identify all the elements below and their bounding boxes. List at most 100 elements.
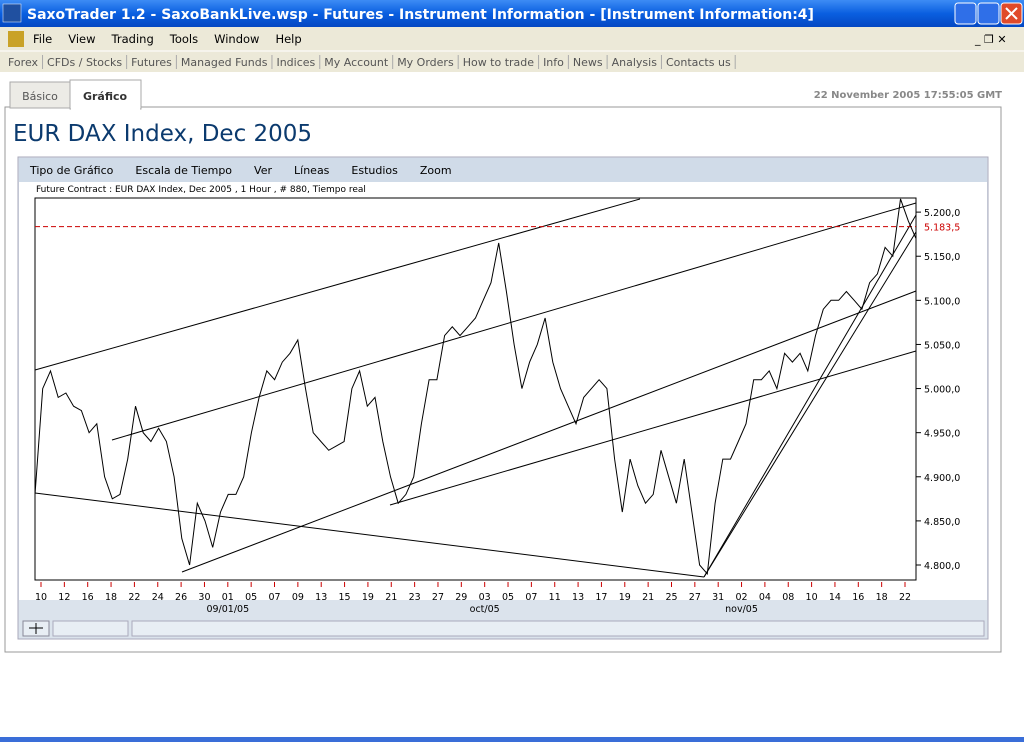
x-tick-label: 18	[876, 592, 888, 603]
toolbar-item[interactable]: Contacts us	[666, 56, 731, 69]
menu-item[interactable]: View	[68, 32, 95, 46]
toolbar-item[interactable]: Indices	[276, 56, 315, 69]
x-tick-label: 19	[362, 592, 374, 603]
x-tick-label: 30	[198, 592, 210, 603]
tab-active[interactable]	[69, 79, 142, 110]
x-tick-label: 31	[712, 592, 724, 603]
toolbar	[0, 51, 1024, 72]
toolbar-item[interactable]: How to trade	[463, 56, 535, 69]
x-tick-label: 07	[525, 592, 537, 603]
close-x	[1005, 7, 1018, 20]
heading: EUR DAX Index, Dec 2005	[13, 121, 312, 147]
y-tick-label: 5.150,0	[924, 252, 960, 263]
x-tick-label: 12	[58, 592, 70, 603]
toolbar-item[interactable]: Analysis	[612, 56, 658, 69]
price-line	[34, 198, 917, 575]
x-tick-label: 29	[455, 592, 467, 603]
y-tick-label: 4.800,0	[924, 561, 960, 572]
x-tick-label: 13	[315, 592, 327, 603]
status-field	[52, 620, 129, 637]
x-tick-label: 09	[292, 592, 304, 603]
x-tick-label: 10	[806, 592, 818, 603]
y-tick-label: 5.000,0	[924, 385, 960, 396]
y-tick-label: 5.200,0	[924, 208, 960, 219]
month-label: nov/05	[725, 604, 758, 615]
doc-icon	[8, 31, 24, 47]
x-tick-label: 03	[479, 592, 491, 603]
x-tick-label: 05	[502, 592, 514, 603]
x-tick-label: 15	[339, 592, 351, 603]
toolbar-item[interactable]: News	[573, 56, 603, 69]
x-tick-label: 02	[735, 592, 747, 603]
toolbar-item[interactable]: Managed Funds	[181, 56, 268, 69]
chart-menu-item[interactable]: Zoom	[420, 164, 452, 177]
x-tick-label: 25	[665, 592, 677, 603]
toolbar-item[interactable]: Info	[543, 56, 564, 69]
menu-item[interactable]: Tools	[169, 32, 198, 46]
x-tick-label: 11	[549, 592, 561, 603]
y-tick-label: 5.100,0	[924, 296, 960, 307]
x-tick-label: 13	[572, 592, 584, 603]
x-tick-label: 19	[619, 592, 631, 603]
menu-item[interactable]: Trading	[111, 32, 154, 46]
month-label: oct/05	[470, 604, 500, 615]
x-tick-label: 16	[852, 592, 864, 603]
x-tick-label: 27	[432, 592, 444, 603]
plot	[34, 197, 917, 581]
chart-menu-item[interactable]: Ver	[254, 164, 272, 177]
toolbar-item[interactable]: Futures	[131, 56, 172, 69]
x-tick-label: 04	[759, 592, 771, 603]
y-tick-label: 4.900,0	[924, 473, 960, 484]
chart-subtitle: Future Contract : EUR DAX Index, Dec 200…	[36, 185, 366, 195]
chart-menu-bar	[19, 158, 987, 182]
chart-menu-item[interactable]: Estudios	[351, 164, 398, 177]
timestamp: 22 November 2005 17:55:05 GMT	[814, 90, 1002, 101]
x-tick-label: 22	[899, 592, 911, 603]
x-tick-label: 27	[689, 592, 701, 603]
y-tick-label: 4.850,0	[924, 517, 960, 528]
trend-lines	[34, 198, 917, 578]
x-tick-label: 21	[385, 592, 397, 603]
toolbar-item[interactable]: My Orders	[397, 56, 454, 69]
toolbar-item[interactable]: Forex	[8, 56, 39, 69]
toolbar-item[interactable]: My Account	[324, 56, 389, 69]
x-tick-label: 08	[782, 592, 794, 603]
menu-bar	[0, 27, 1024, 51]
y-tick-label: 4.950,0	[924, 429, 960, 440]
x-tick-label: 17	[595, 592, 607, 603]
minimize[interactable]	[954, 2, 977, 25]
mdi-buttons[interactable]: _ ❐ ✕	[974, 33, 1007, 46]
tab-label: Básico	[22, 90, 58, 103]
maximize[interactable]	[977, 2, 1000, 25]
chart-menu-item[interactable]: Líneas	[294, 164, 330, 177]
status-field	[131, 620, 985, 637]
title-bar	[0, 0, 1024, 27]
taskbar-edge	[0, 737, 1024, 742]
x-tick-label: 16	[82, 592, 94, 603]
window-title: SaxoTrader 1.2 - SaxoBankLive.wsp - Futu…	[27, 7, 814, 23]
x-tick-label: 01	[222, 592, 234, 603]
x-tick-label: 10	[35, 592, 47, 603]
chart-menu-item[interactable]: Tipo de Gráfico	[29, 164, 114, 177]
chart-menu-item[interactable]: Escala de Tiempo	[135, 164, 232, 177]
x-tick-label: 21	[642, 592, 654, 603]
x-tick-label: 22	[128, 592, 140, 603]
x-tick-label: 26	[175, 592, 187, 603]
app-icon	[2, 3, 22, 23]
month-label: 09/01/05	[206, 604, 249, 615]
x-tick-label: 23	[409, 592, 421, 603]
x-tick-label: 14	[829, 592, 841, 603]
x-tick-label: 07	[268, 592, 280, 603]
x-tick-label: 24	[152, 592, 164, 603]
tab-label: Gráfico	[83, 90, 128, 103]
x-tick-label: 18	[105, 592, 117, 603]
menu-item[interactable]: Window	[214, 32, 259, 46]
menu-item[interactable]: Help	[275, 32, 301, 46]
menu-item[interactable]: File	[33, 32, 52, 46]
toolbar-item[interactable]: CFDs / Stocks	[47, 56, 122, 69]
reference-label: 5.183,5	[924, 223, 960, 234]
x-tick-label: 05	[245, 592, 257, 603]
y-tick-label: 5.050,0	[924, 340, 960, 351]
